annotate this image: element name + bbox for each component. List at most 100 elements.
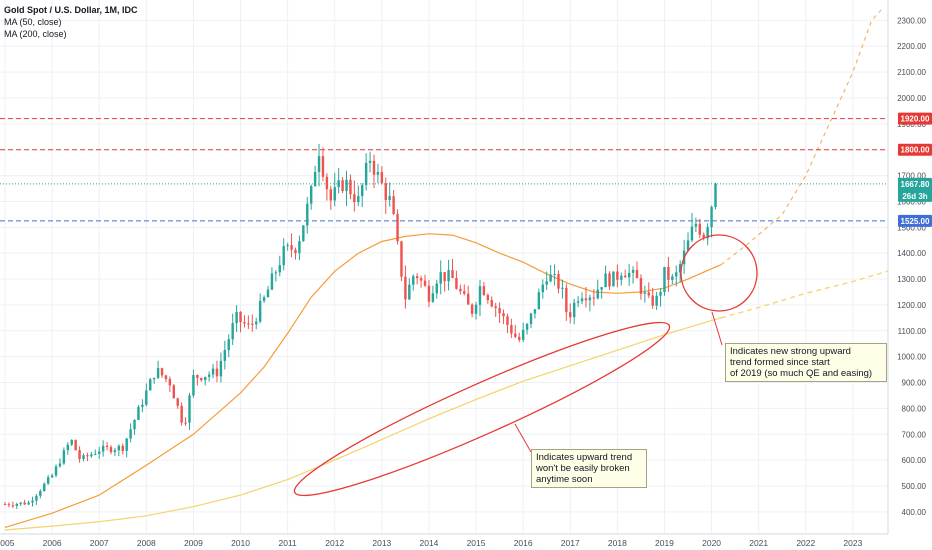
- candle-body: [565, 287, 568, 313]
- candle-body: [31, 500, 34, 503]
- candle-body: [129, 429, 132, 439]
- candle-body: [372, 160, 376, 175]
- annotation-note-trend[interactable]: Indicates upward trend won't be easily b…: [531, 449, 647, 488]
- candle-body: [694, 223, 698, 227]
- last-price-tag: [898, 177, 932, 202]
- last-price-label: 1667.80: [901, 180, 930, 189]
- ma50-legend[interactable]: MA (50, close): [4, 17, 62, 27]
- candle-body: [176, 398, 179, 406]
- ma200-legend[interactable]: MA (200, close): [4, 29, 67, 39]
- candle-body: [671, 276, 674, 280]
- x-tick-label: 2021: [749, 538, 768, 548]
- candle-body: [647, 292, 650, 296]
- candle-body: [149, 379, 152, 391]
- candle-body: [227, 339, 230, 351]
- candle-body: [451, 270, 454, 278]
- candle-body: [635, 269, 639, 279]
- candle-body: [525, 323, 529, 330]
- candle-body: [663, 266, 666, 292]
- y-tick-label: 1700.00: [897, 172, 926, 181]
- candle-body: [576, 301, 580, 303]
- candle-body: [537, 292, 541, 310]
- candle-body: [639, 278, 643, 294]
- candle-body: [188, 395, 191, 423]
- candle-body: [553, 274, 556, 276]
- candle-body: [604, 273, 607, 288]
- candle-body: [337, 180, 340, 188]
- y-tick-label: 400.00: [902, 508, 927, 517]
- candle-body: [19, 502, 22, 504]
- candle-body: [364, 162, 368, 186]
- x-tick-label: 2012: [325, 538, 344, 548]
- candle-body: [494, 306, 497, 308]
- candle-body: [396, 213, 399, 242]
- candle-body: [706, 227, 709, 239]
- candle-body: [152, 377, 156, 380]
- candle-body: [66, 444, 70, 451]
- candle-body: [427, 285, 431, 302]
- candle-body: [686, 240, 690, 251]
- candle-body: [137, 406, 140, 420]
- candle-body: [678, 264, 682, 273]
- candle-body: [286, 245, 289, 247]
- chart-legend: Gold Spot / U.S. Dollar, 1M, IDC MA (50,…: [4, 4, 138, 40]
- level-tag-label: 1525.00: [901, 217, 930, 226]
- candle-body: [431, 293, 435, 302]
- candle-body: [502, 313, 505, 317]
- time-axis[interactable]: 2005 2006 2007 2008 2009 2010 2011 2012 2013 2014…: [0, 533, 888, 548]
- candle-body: [569, 312, 572, 318]
- x-tick-label: 2023: [843, 538, 862, 548]
- candle-body: [510, 325, 513, 334]
- candle-body: [70, 439, 73, 445]
- candle-body: [588, 297, 592, 301]
- candle-body: [474, 304, 478, 314]
- candle-body: [54, 466, 58, 476]
- candle-body: [435, 283, 439, 294]
- y-tick-label: 2100.00: [897, 68, 926, 77]
- candle-body: [423, 280, 427, 286]
- ma200-line: [4, 317, 722, 531]
- candle-body: [400, 241, 403, 277]
- x-tick-label: 2019: [655, 538, 674, 548]
- candle-body: [419, 278, 423, 281]
- candle-body: [388, 196, 391, 200]
- symbol-title[interactable]: Gold Spot / U.S. Dollar, 1M, IDC: [4, 5, 138, 15]
- level-tag: [898, 112, 932, 125]
- ma200-layer: [4, 266, 901, 531]
- candle-body: [572, 302, 576, 318]
- candle-body: [223, 350, 227, 361]
- candle-body: [164, 375, 168, 380]
- candle-body: [667, 266, 670, 280]
- candle-body: [443, 272, 446, 282]
- candle-body: [255, 321, 258, 325]
- candle-body: [490, 300, 493, 307]
- candle-body: [360, 185, 364, 197]
- candle-body: [117, 445, 121, 451]
- ma50-line: [4, 233, 722, 528]
- candle-body: [282, 246, 285, 266]
- level-tag: [898, 143, 932, 156]
- candle-body: [203, 376, 207, 381]
- candle-body: [94, 453, 97, 455]
- price-axis[interactable]: 400.00 500.00 600.00 700.00 800.00 900.00 1000…: [887, 0, 932, 550]
- candle-body: [231, 323, 234, 340]
- candle-body: [376, 172, 380, 175]
- y-tick-label: 1000.00: [897, 353, 926, 362]
- candle-body: [533, 309, 537, 314]
- candle-body: [306, 203, 309, 226]
- candle-body: [439, 272, 442, 284]
- candle-body: [200, 378, 203, 381]
- annotation-ellipses: [293, 234, 758, 497]
- candle-body: [160, 368, 164, 376]
- ma50-projection-line: [720, 9, 882, 266]
- candle-body: [7, 504, 11, 506]
- candle-body: [616, 271, 619, 280]
- candle-body: [11, 505, 15, 507]
- candle-body: [302, 225, 305, 242]
- x-tick-label: 2022: [796, 538, 815, 548]
- candle-body: [78, 450, 81, 460]
- annotation-note-qe[interactable]: Indicates new strong upward trend formed…: [725, 343, 887, 382]
- candle-body: [529, 313, 533, 324]
- annotation-pointer-trend: [514, 423, 532, 453]
